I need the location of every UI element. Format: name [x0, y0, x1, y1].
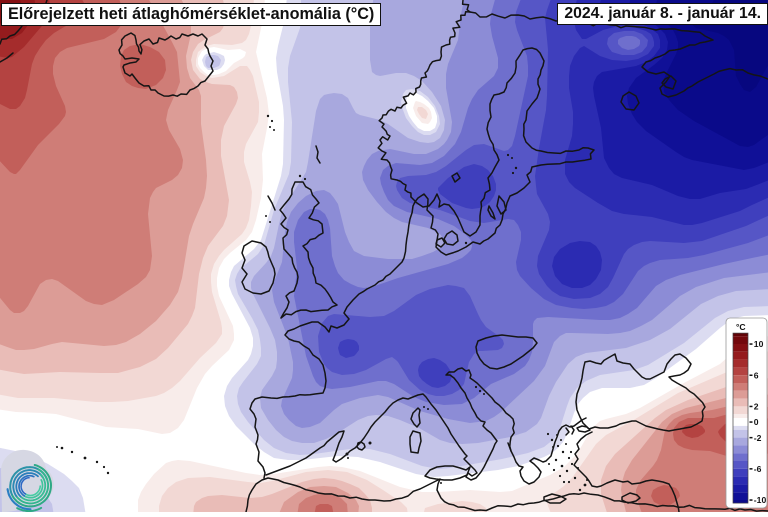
svg-text:2: 2 [754, 402, 759, 412]
svg-text:-6: -6 [754, 464, 762, 474]
svg-text:0: 0 [754, 417, 759, 427]
svg-text:-10: -10 [754, 495, 767, 505]
svg-text:-2: -2 [754, 433, 762, 443]
svg-text:°C: °C [736, 322, 746, 332]
svg-text:10: 10 [754, 339, 764, 349]
svg-text:6: 6 [754, 370, 759, 380]
